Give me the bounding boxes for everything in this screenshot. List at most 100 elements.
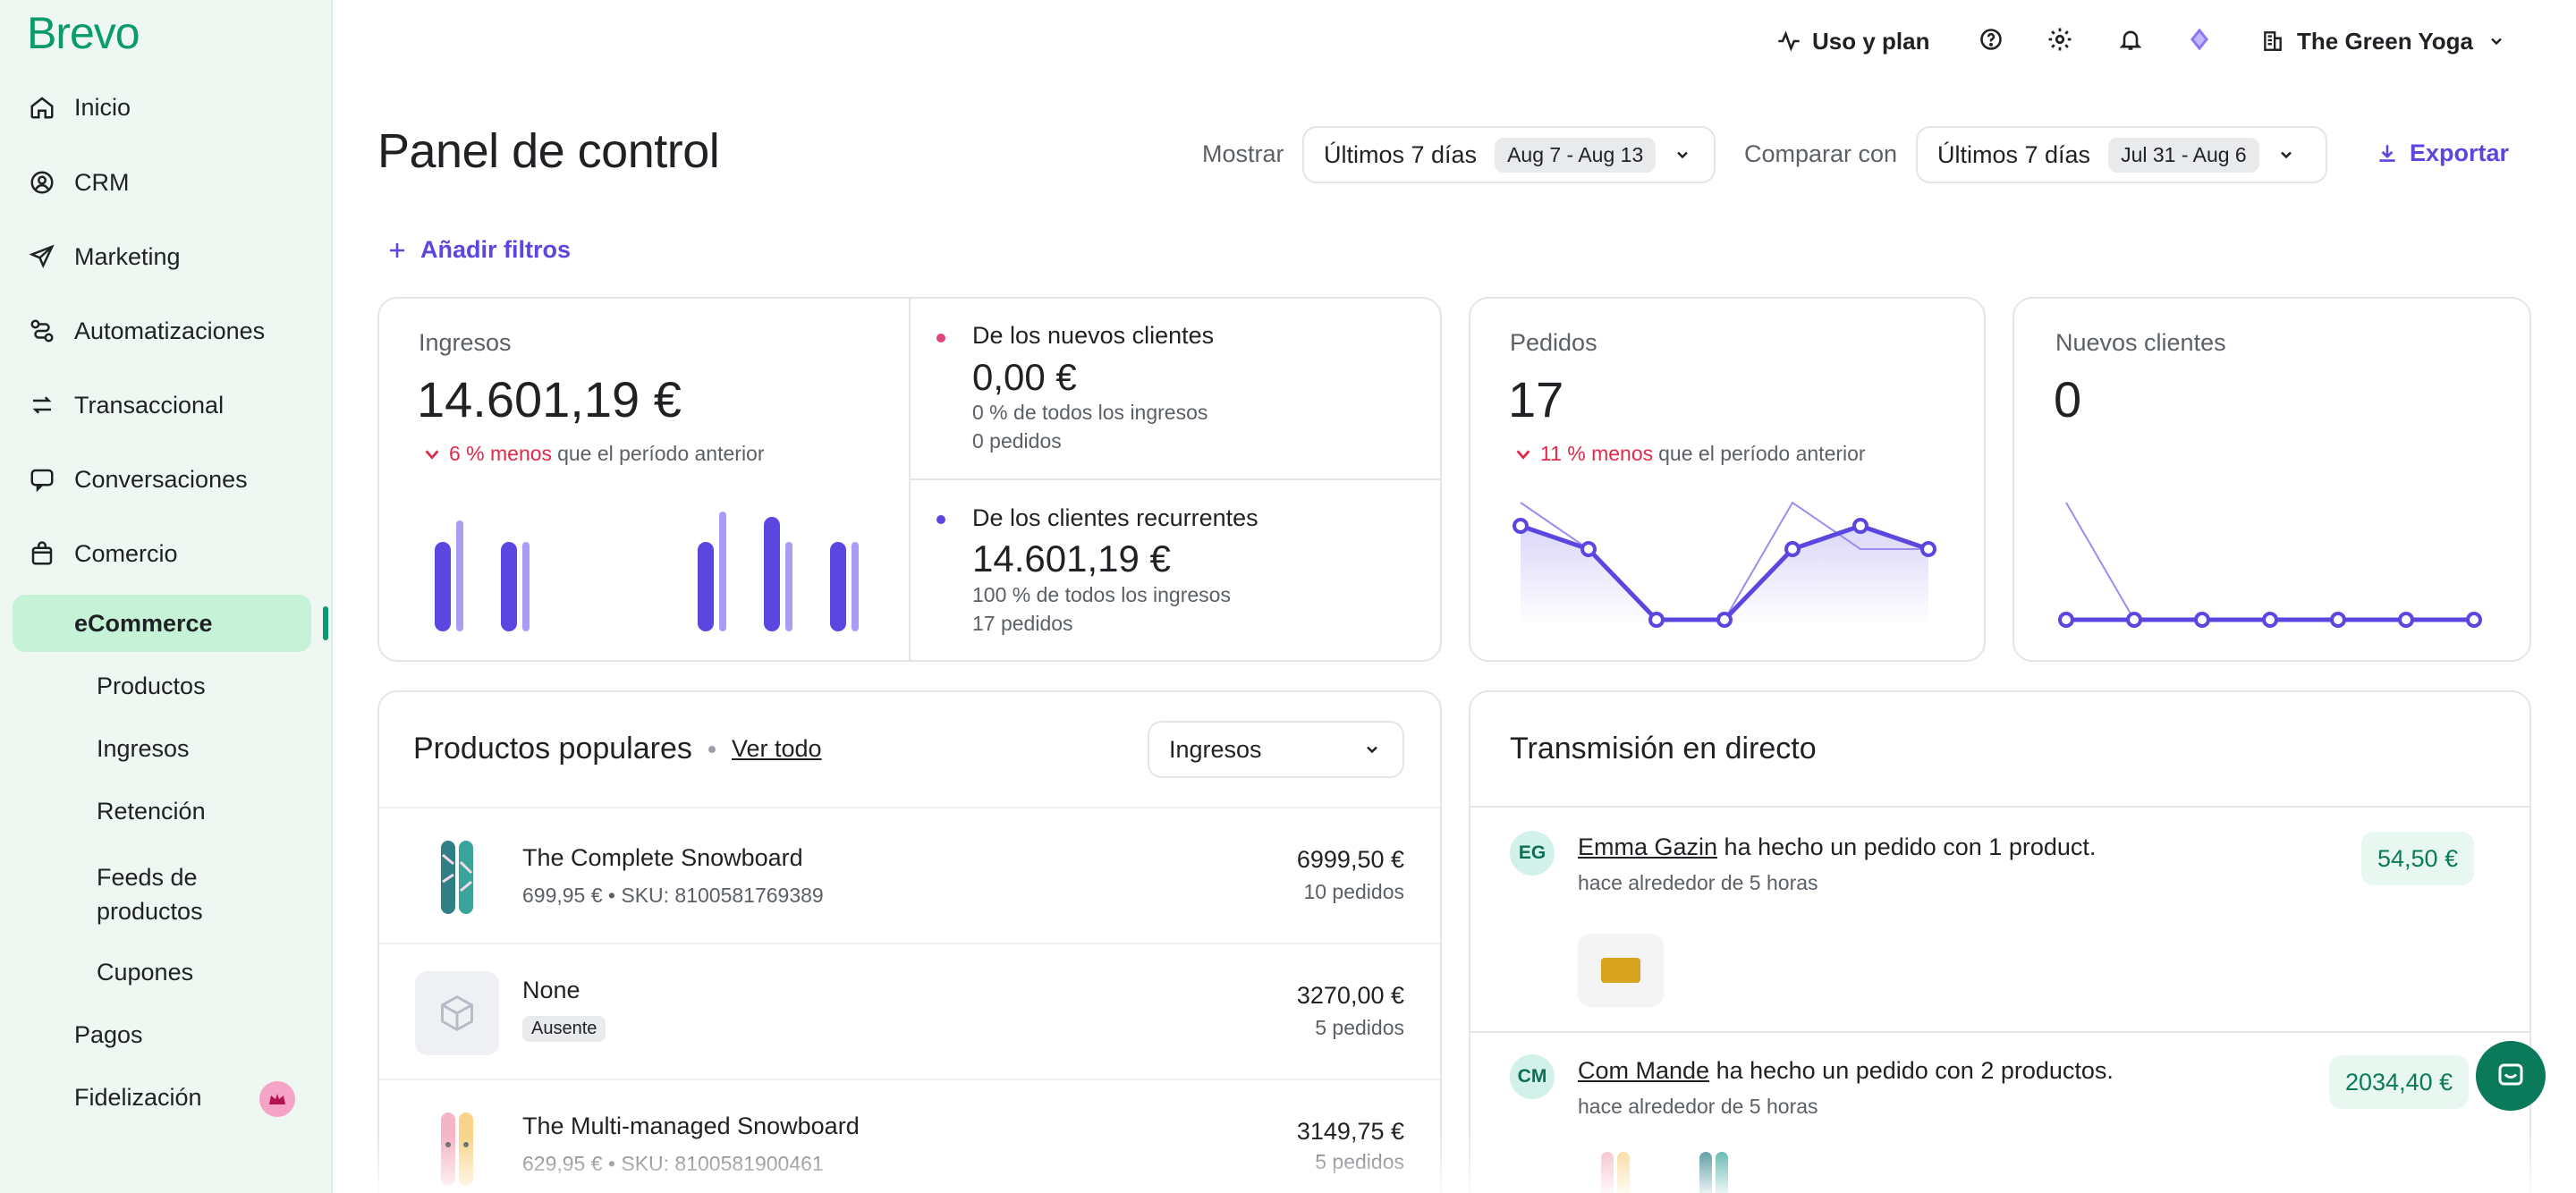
product-name: The Complete Snowboard [522,844,803,871]
chat-widget-button[interactable] [2476,1041,2546,1111]
download-icon [2376,142,2399,165]
revenue-bar-chart [435,512,859,631]
order-amount: 54,50 € [2361,832,2475,885]
sidebar-subitem-feeds[interactable]: Feeds de productos [97,864,203,925]
new-customers-point [2330,612,2346,628]
chevron-down-icon [2277,145,2297,165]
new-clients-title: De los nuevos clientes [972,322,1215,349]
table-row[interactable]: The Complete Snowboard 699,95 € • SKU: 8… [379,807,1440,941]
table-row[interactable]: The Multi-managed Snowboard 629,95 € • S… [379,1079,1440,1193]
new-customers-point [2126,612,2142,628]
product-orders: 5 pedidos [1315,1016,1404,1039]
customer-link[interactable]: Emma Gazin [1578,833,1718,860]
revenue-bar-compare [785,542,792,631]
plus-icon [386,240,408,261]
returning-clients-title: De los clientes recurrentes [972,504,1258,531]
brevo-logo[interactable]: Brevo [27,8,140,58]
show-label: Mostrar [1202,140,1284,167]
table-row[interactable]: None Ausente 3270,00 € 5 pedidos [379,943,1440,1077]
revenue-bar-compare [719,512,726,631]
sidebar-subitem-productos[interactable]: Productos [97,673,206,699]
send-icon [27,241,57,272]
new-clients-orders: 0 pedidos [972,429,1062,453]
feed-text: Com Mande ha hecho un pedido con 2 produ… [1578,1057,2114,1085]
sidebar-subitem-ingresos[interactable]: Ingresos [97,735,190,762]
box-icon [415,971,499,1055]
returning-clients-share: 100 % de todos los ingresos [972,583,1231,606]
sidebar: Brevo Inicio CRM Marketing Automatizacio… [0,0,333,1193]
building-icon [2261,30,2284,53]
product-orders: 10 pedidos [1303,880,1404,903]
feed-time: hace alrededor de 5 horas [1578,871,1818,894]
returning-clients-dot [936,515,945,524]
active-indicator [323,606,328,640]
chevron-down-icon [1674,145,1693,165]
feed-action: ha hecho un pedido con 2 productos. [1709,1057,2114,1084]
sidebar-item-inicio[interactable]: Inicio [0,79,322,136]
diamond-icon[interactable] [2183,23,2216,55]
sidebar-item-comercio[interactable]: Comercio [0,525,322,582]
orders-point [1648,612,1665,628]
trend-down-icon [1513,444,1533,464]
avatar: EG [1510,831,1555,876]
live-feed-divider [1470,806,2529,808]
status-badge: Ausente [522,1016,606,1042]
new-customers-card [2012,297,2531,662]
new-customers-point [2058,612,2074,628]
sidebar-item-ecommerce[interactable]: eCommerce [13,595,311,652]
orders-trend-text: que el período anterior [1658,442,1866,465]
sidebar-item-label: Inicio [74,93,131,121]
revenue-bar [698,542,714,631]
new-customers-point [2466,612,2482,628]
sidebar-item-automatizaciones[interactable]: Automatizaciones [0,302,322,360]
orders-points [1513,518,1936,628]
chat-icon [27,464,57,495]
sidebar-subitem-cupones[interactable]: Cupones [97,959,194,986]
compare-period-label: Últimos 7 días [1937,140,2091,168]
new-clients-dot [936,334,945,343]
compare-range: Jul 31 - Aug 6 [2108,137,2259,173]
usage-plan-button[interactable]: Uso y plan [1776,23,1929,59]
crown-icon [259,1081,295,1117]
sidebar-item-marketing[interactable]: Marketing [0,228,322,285]
revenue-subdivider [911,478,1440,480]
snowboard-thumbnail [415,835,499,919]
see-all-link[interactable]: Ver todo [732,735,822,762]
compare-select[interactable]: Últimos 7 días Jul 31 - Aug 6 [1916,126,2327,183]
product-thumbnails [1601,1152,1728,1193]
order-amount: 2034,40 € [2329,1055,2470,1109]
shopping-bag-icon [27,538,57,569]
revenue-bar [435,542,451,631]
orders-point [1580,541,1597,557]
revenue-divider [909,299,911,660]
revenue-bar [501,542,517,631]
revenue-bar [764,517,780,631]
sidebar-item-pagos[interactable]: Pagos [74,1021,143,1048]
revenue-bar [830,542,846,631]
add-filters-button[interactable]: Añadir filtros [386,236,571,264]
sidebar-item-fidelizacion[interactable]: Fidelización [74,1084,202,1111]
export-label: Exportar [2410,140,2510,166]
sidebar-subitem-retencion[interactable]: Retención [97,798,206,825]
account-name: The Green Yoga [2297,27,2473,55]
orders-point [1513,518,1529,534]
export-button[interactable]: Exportar [2376,140,2509,167]
bell-icon[interactable] [2114,23,2147,55]
revenue-trend-value: 6 % menos [449,442,553,465]
product-thumbnail [1578,934,1664,1007]
period-select[interactable]: Últimos 7 días Aug 7 - Aug 13 [1302,126,1716,183]
new-customers-points [2058,612,2482,628]
customer-link[interactable]: Com Mande [1578,1057,1710,1084]
returning-clients-orders: 17 pedidos [972,612,1073,635]
account-switcher[interactable]: The Green Yoga [2261,23,2505,59]
product-name: None [522,977,580,1003]
sidebar-item-crm[interactable]: CRM [0,154,322,211]
sort-select[interactable]: Ingresos [1148,721,1404,778]
transactional-icon [27,390,57,420]
gear-icon[interactable] [2044,23,2076,55]
help-icon[interactable] [1975,23,2007,55]
sidebar-item-conversaciones[interactable]: Conversaciones [0,451,322,508]
returning-clients-value: 14.601,19 € [972,537,1171,580]
period-label: Últimos 7 días [1324,140,1478,168]
sidebar-item-transaccional[interactable]: Transaccional [0,377,322,434]
